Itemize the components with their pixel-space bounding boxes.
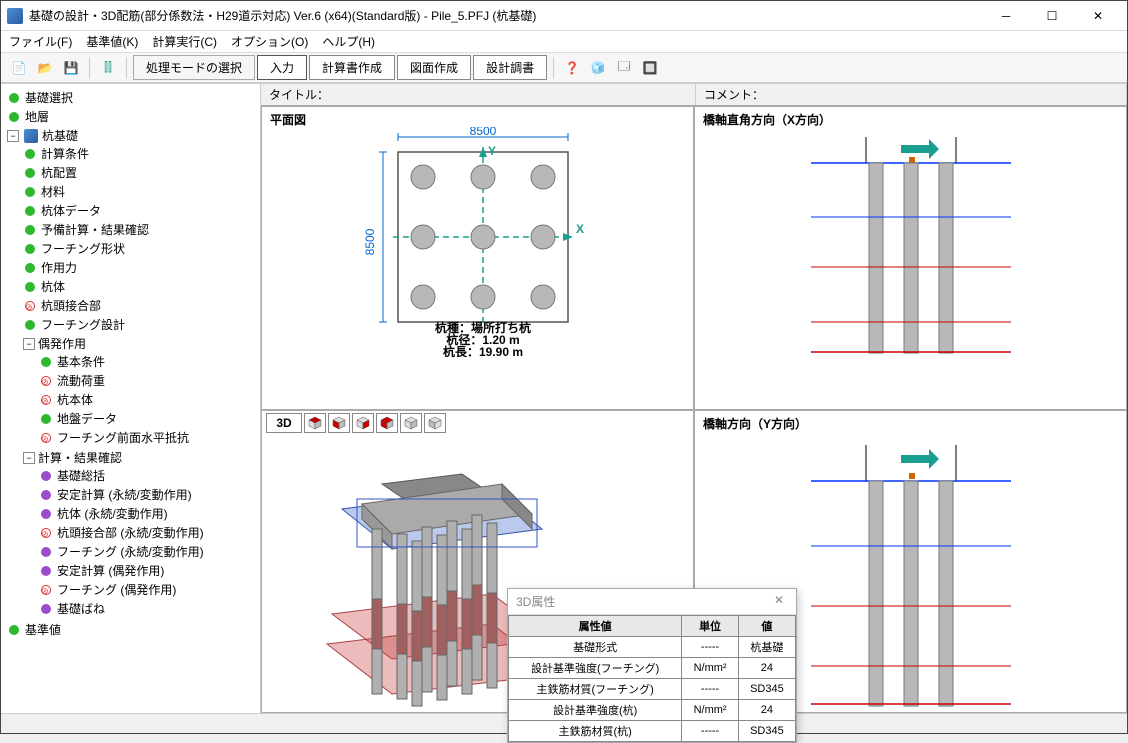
tree-item[interactable]: 杭頭接合部 [23,296,258,315]
divider [553,57,554,79]
comment-label: コメント： [696,84,1127,105]
y-section-diagram [761,431,1061,711]
svg-text:Y: Y [488,144,496,158]
svg-text:8500: 8500 [469,127,496,138]
tree-item[interactable]: 安定計算 (偶発作用) [39,561,258,580]
tree-item[interactable]: フーチング (永続/変動作用) [39,542,258,561]
table-row: 主鉄筋材質(フーチング)-----SD345 [509,679,796,700]
x-section-diagram [761,127,1061,357]
tree-item[interactable]: 杭体 [23,277,258,296]
tree-item[interactable]: 基準値 [7,620,258,639]
tree-item[interactable]: 杭本体 [39,390,258,409]
cube-icon[interactable]: 🧊 [586,56,610,80]
popup-title: 3D属性 [516,593,555,610]
tree-item[interactable]: フーチング形状 [23,239,258,258]
menu-calc[interactable]: 計算実行(C) [152,33,217,50]
table-header: 値 [738,616,795,637]
tree-item[interactable]: 作用力 [23,258,258,277]
tree-item[interactable]: 基本条件 [39,352,258,371]
tree-item[interactable]: 計算条件 [23,144,258,163]
window-icon[interactable]: 🗔 [612,56,636,80]
title-label: タイトル： [261,84,696,105]
collapse-icon[interactable]: − [23,452,35,464]
tree-item[interactable]: 杭体データ [23,201,258,220]
table-row: 主鉄筋材質(杭)-----SD345 [509,721,796,742]
tab-drawing[interactable]: 図面作成 [397,55,471,80]
open-icon[interactable]: 📂 [33,56,57,80]
tree-item[interactable]: 基礎総括 [39,466,258,485]
tree-item[interactable]: 材料 [23,182,258,201]
tree-branch[interactable]: −偶発作用 基本条件 流動荷重 杭本体 地盤データ フーチング前面水平抵抗 [23,334,258,448]
tree-item[interactable]: 安定計算 (永続/変動作用) [39,485,258,504]
tree-item[interactable]: 基礎選択 [7,88,258,107]
divider [126,57,127,79]
menu-file[interactable]: ファイル(F) [9,33,72,50]
columns-icon[interactable]: ⫿⫿ [96,56,120,80]
tab-design[interactable]: 設計調書 [473,55,547,80]
popup-close-icon[interactable]: ✕ [770,593,788,610]
maximize-button[interactable]: ☐ [1029,2,1075,30]
close-button[interactable]: ✕ [1075,2,1121,30]
divider [89,57,90,79]
tree-item[interactable]: 基礎ばね [39,599,258,618]
pane-title: 橋軸方向（Y方向） [703,415,807,432]
titlebar: 基礎の設計・3D配筋(部分係数法・H29道示対応) Ver.6 (x64)(St… [1,1,1127,31]
tree-item[interactable]: 杭頭接合部 (永続/変動作用) [39,523,258,542]
header-row: タイトル： コメント： [261,84,1127,106]
pane-title: 平面図 [270,111,306,128]
table-row: 設計基準強度(杭)N/mm²24 [509,700,796,721]
save-icon[interactable]: 💾 [59,56,83,80]
tree-item[interactable]: 杭体 (永続/変動作用) [39,504,258,523]
tree-item[interactable]: 地層 [7,107,258,126]
mode-label: 処理モードの選択 [133,55,255,80]
collapse-icon[interactable]: − [7,130,19,142]
pile-icon [24,129,38,143]
pane-x-section[interactable]: 橋軸直角方向（X方向） [694,106,1127,410]
tree-item[interactable]: 地盤データ [39,409,258,428]
table-header: 属性値 [509,616,682,637]
menu-options[interactable]: オプション(O) [231,33,308,50]
pane-plan[interactable]: 平面図 8500 8500 [261,106,694,410]
tab-input[interactable]: 入力 [257,55,307,80]
tree-panel[interactable]: 基礎選択 地層 −杭基礎 計算条件 杭配置 材料 杭体データ 予備計算・結果確認… [1,84,261,713]
table-header: 単位 [682,616,738,637]
window-title: 基礎の設計・3D配筋(部分係数法・H29道示対応) Ver.6 (x64)(St… [29,7,983,24]
svg-text:8500: 8500 [363,228,377,255]
help-icon[interactable]: ❓ [560,56,584,80]
tree-item[interactable]: 流動荷重 [39,371,258,390]
collapse-icon[interactable]: − [23,338,35,350]
minimize-button[interactable]: ─ [983,2,1029,30]
menu-reference[interactable]: 基準値(K) [86,33,138,50]
tree-item[interactable]: 予備計算・結果確認 [23,220,258,239]
tree-item[interactable]: 杭配置 [23,163,258,182]
pane-title: 橋軸直角方向（X方向） [703,111,831,128]
tree-branch[interactable]: −杭基礎 計算条件 杭配置 材料 杭体データ 予備計算・結果確認 フーチング形状… [7,126,258,620]
new-icon[interactable]: 📄 [7,56,31,80]
tree-item[interactable]: フーチング設計 [23,315,258,334]
menubar: ファイル(F) 基準値(K) 計算実行(C) オプション(O) ヘルプ(H) [1,31,1127,53]
svg-text:X: X [576,222,584,236]
tree-branch[interactable]: −計算・結果確認 基礎総括 安定計算 (永続/変動作用) 杭体 (永続/変動作用… [23,448,258,619]
table-row: 基礎形式-----杭基礎 [509,637,796,658]
tab-report[interactable]: 計算書作成 [309,55,395,80]
grid-icon[interactable]: 🔲 [638,56,662,80]
properties-table: 属性値単位値 基礎形式-----杭基礎 設計基準強度(フーチング)N/mm²24… [508,615,796,742]
tree-item[interactable]: フーチング (偶発作用) [39,580,258,599]
svg-text:杭長：19.90 m: 杭長：19.90 m [442,344,522,357]
tree-item[interactable]: フーチング前面水平抵抗 [39,428,258,447]
toolbar: 📄 📂 💾 ⫿⫿ 処理モードの選択 入力 計算書作成 図面作成 設計調書 ❓ 🧊… [1,53,1127,83]
table-row: 設計基準強度(フーチング)N/mm²24 [509,658,796,679]
plan-diagram: 8500 8500 Y X [338,127,618,357]
menu-help[interactable]: ヘルプ(H) [322,33,375,50]
app-icon [7,8,23,24]
properties-popup[interactable]: 3D属性 ✕ 属性値単位値 基礎形式-----杭基礎 設計基準強度(フーチング)… [507,588,797,743]
